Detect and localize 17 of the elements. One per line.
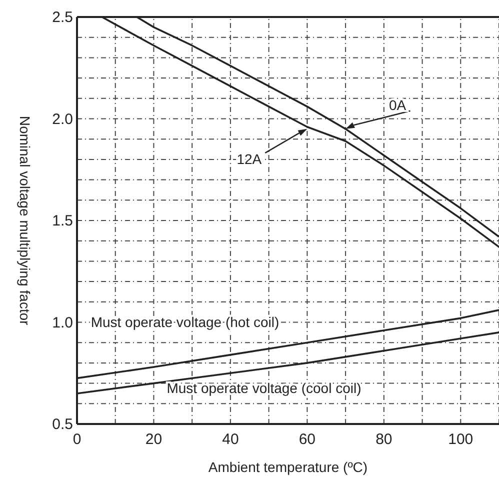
y-tick-label: 2.5	[52, 9, 73, 26]
x-tick-label: 80	[376, 431, 392, 448]
x-axis-title: Ambient temperature (ºC)	[208, 459, 368, 475]
x-tick-label: 20	[145, 431, 162, 448]
y-axis-title: Nominal voltage multiplying factor	[17, 116, 33, 326]
annotation: 0A	[388, 96, 407, 113]
x-tick-label: 0	[72, 431, 82, 448]
annotation: Must operate voltage (hot coil)	[90, 314, 280, 330]
y-tick-label: 0.5	[52, 416, 73, 433]
x-tick-label: 60	[298, 431, 316, 448]
text: 2.0	[52, 110, 73, 128]
x-tick-label: 100	[448, 431, 474, 448]
x-tick-label: 40	[222, 431, 239, 448]
annotation: Must operate voltage (cool coil)	[166, 380, 362, 396]
annotation: 12A	[236, 150, 262, 167]
y-tick-label: 1.5	[52, 212, 73, 230]
text: 1.0	[52, 314, 73, 332]
